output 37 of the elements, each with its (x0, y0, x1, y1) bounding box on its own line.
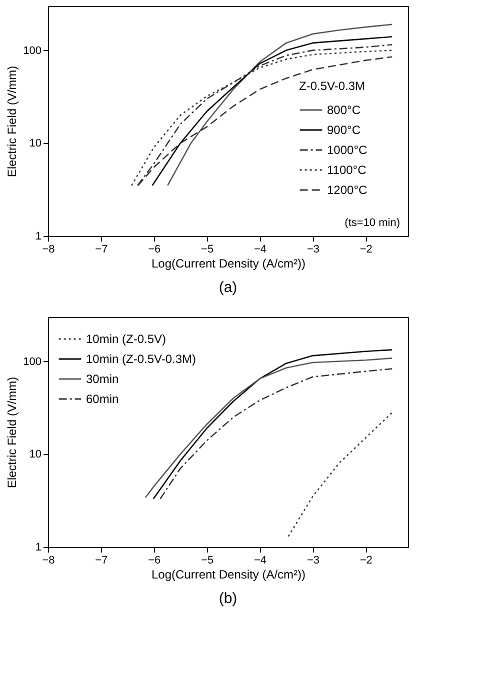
y-tick-label: 10 (29, 138, 42, 150)
legend-label: 10min (Z-0.5V) (86, 332, 166, 346)
legend-label: 900°C (327, 123, 361, 137)
x-axis-title: Log(Current Density (A/cm²)) (151, 568, 306, 582)
x-tick-label: −3 (306, 554, 320, 566)
x-tick-label: −2 (360, 244, 372, 256)
annotation: (ts=10 min) (344, 217, 400, 229)
y-axis-title: Electric Field (V/mm) (5, 66, 20, 178)
x-axis-title: Log(Current Density (A/cm²)) (151, 256, 306, 270)
y-tick-label: 1 (35, 542, 42, 554)
legend-label: 1200°C (327, 183, 368, 197)
y-tick-label: 1 (35, 230, 42, 242)
y-tick-label: 10 (29, 448, 42, 461)
y-axis-title: Electric Field (V/mm) (5, 376, 20, 488)
x-tick-label: −7 (95, 554, 108, 566)
legend-label: 10min (Z-0.5V-0.3M) (86, 352, 196, 366)
text: (a) (218, 279, 238, 296)
legend-label: 1000°C (327, 143, 368, 157)
x-tick-label: −6 (148, 554, 161, 566)
x-tick-label: −5 (201, 244, 214, 256)
legend-label: 30min (86, 372, 119, 386)
y-tick-label: 100 (23, 356, 42, 368)
x-tick-label: −7 (95, 244, 108, 256)
x-tick-label: −8 (42, 244, 55, 256)
legend-label: 60min (86, 392, 119, 406)
legend-title: Z-0.5V-0.3M (299, 79, 366, 93)
legend-label: 1100°C (327, 163, 367, 177)
text: (b) (218, 590, 238, 607)
x-tick-label: −4 (254, 554, 267, 566)
x-tick-label: −5 (201, 554, 214, 566)
x-tick-label: −4 (254, 244, 267, 256)
x-tick-label: −3 (306, 244, 320, 256)
x-tick-label: −2 (360, 554, 372, 566)
y-tick-label: 100 (23, 44, 42, 57)
x-tick-label: −6 (148, 244, 161, 256)
legend-label: 800°C (327, 103, 361, 117)
x-tick-label: −8 (42, 554, 55, 566)
